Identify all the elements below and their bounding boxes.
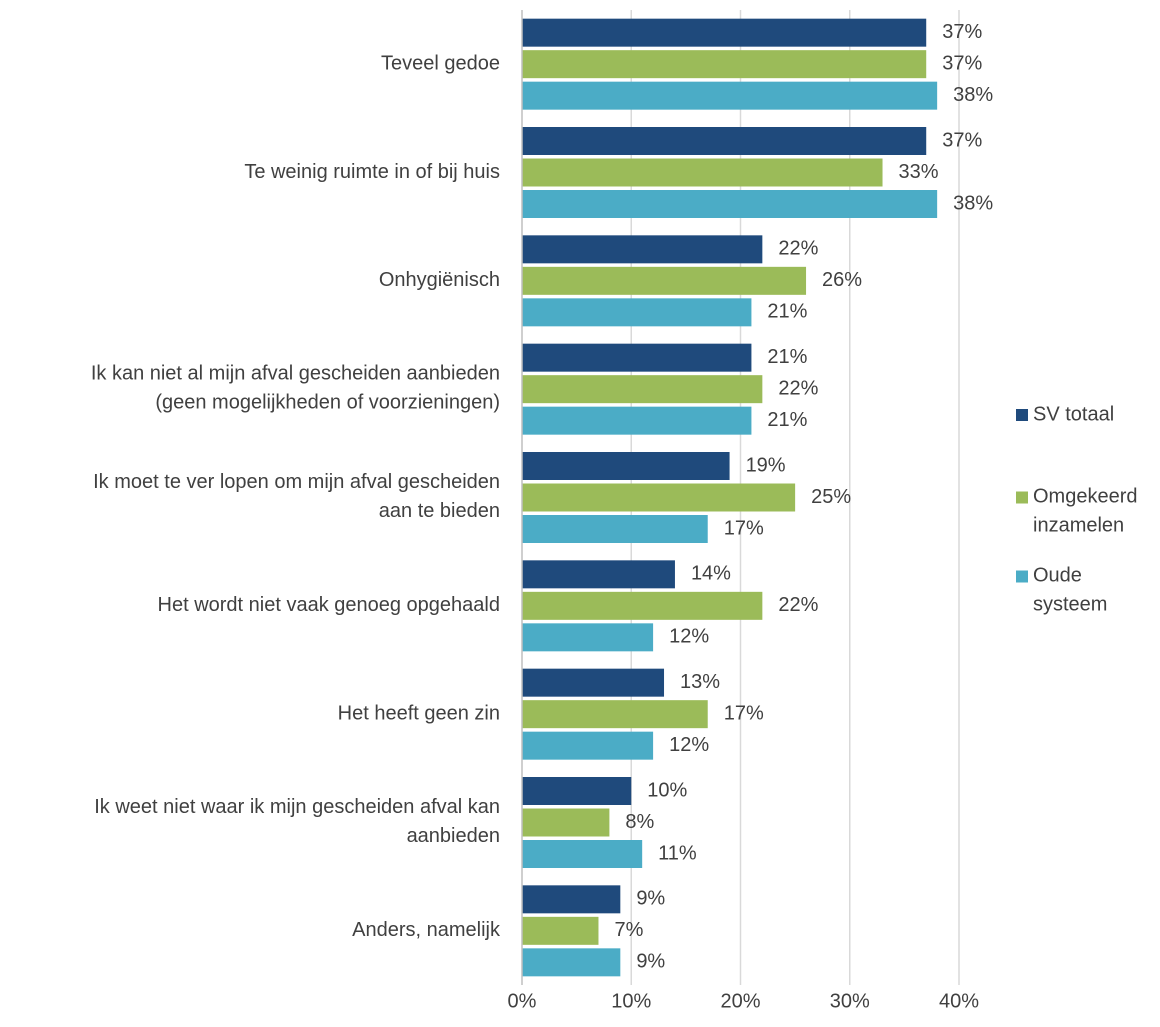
bar	[522, 406, 752, 435]
value-label: 21%	[767, 409, 807, 431]
value-label: 21%	[767, 301, 807, 323]
category-label: Het wordt niet vaak genoeg opgehaald	[158, 594, 500, 616]
bar	[522, 731, 654, 760]
value-label: 12%	[669, 734, 709, 756]
bar	[522, 777, 632, 805]
value-label: 10%	[647, 779, 687, 801]
category-label: Het heeft geen zin	[338, 702, 500, 724]
bar	[522, 343, 752, 372]
legend-label: SV totaal	[1033, 403, 1114, 425]
value-label: 22%	[778, 238, 818, 260]
x-tick-label: 20%	[720, 990, 760, 1012]
legend-swatch	[1016, 409, 1028, 421]
value-label: 11%	[658, 842, 697, 864]
category-label: Anders, namelijk	[352, 919, 501, 941]
bar	[522, 560, 675, 589]
bar	[522, 158, 883, 187]
category-label: Te weinig ruimte in of bij huis	[244, 161, 500, 183]
category-label: Teveel gedoe	[381, 52, 500, 74]
value-label: 9%	[636, 888, 665, 910]
value-label: 25%	[811, 486, 851, 508]
value-label: 13%	[680, 671, 720, 693]
value-label: 38%	[953, 84, 993, 106]
category-label: Onhygiënisch	[379, 269, 500, 291]
value-label: 26%	[822, 269, 862, 291]
value-label: 17%	[724, 517, 764, 539]
value-label: 14%	[691, 563, 731, 585]
value-label: 22%	[778, 377, 818, 399]
value-label: 8%	[625, 811, 654, 833]
x-tick-label: 0%	[508, 990, 537, 1012]
bar	[522, 483, 796, 512]
x-tick-label: 40%	[939, 990, 979, 1012]
bar	[522, 50, 927, 79]
bar	[522, 127, 927, 155]
value-label: 9%	[636, 951, 665, 973]
bar	[522, 266, 807, 295]
value-label: 19%	[746, 454, 786, 476]
bar	[522, 885, 621, 914]
category-label: Ik weet niet waar ik mijn gescheiden afv…	[94, 796, 500, 847]
bar	[522, 515, 708, 543]
bar	[522, 591, 763, 620]
legend-label: Oude systeem	[1033, 565, 1107, 616]
bar	[522, 375, 763, 404]
bar	[522, 808, 610, 837]
value-label: 22%	[778, 594, 818, 616]
bar	[522, 623, 654, 652]
value-label: 21%	[767, 346, 807, 368]
value-label: 38%	[953, 192, 993, 214]
value-label: 37%	[942, 52, 982, 74]
value-label: 37%	[942, 129, 982, 151]
x-tick-label: 30%	[830, 990, 870, 1012]
legend-swatch	[1016, 570, 1028, 583]
bar	[522, 700, 708, 729]
value-label: 7%	[614, 919, 643, 941]
bar	[522, 190, 938, 218]
bar	[522, 81, 938, 110]
category-label: Ik moet te ver lopen om mijn afval gesch…	[93, 471, 500, 522]
bar	[522, 18, 927, 47]
legend-label: Omgekeerd inzamelen	[1033, 486, 1138, 537]
value-label: 33%	[899, 161, 939, 183]
bar	[522, 916, 599, 945]
bar	[522, 298, 752, 327]
bar	[522, 948, 621, 977]
legend-swatch	[1016, 491, 1028, 504]
x-tick-label: 10%	[611, 990, 651, 1012]
bar	[522, 840, 643, 868]
value-label: 17%	[724, 702, 764, 724]
bar	[522, 452, 730, 480]
value-label: 37%	[942, 21, 982, 43]
bar	[522, 235, 763, 264]
bar	[522, 668, 665, 697]
category-label: Ik kan niet al mijn afval gescheiden aan…	[91, 363, 500, 414]
value-label: 12%	[669, 626, 709, 648]
